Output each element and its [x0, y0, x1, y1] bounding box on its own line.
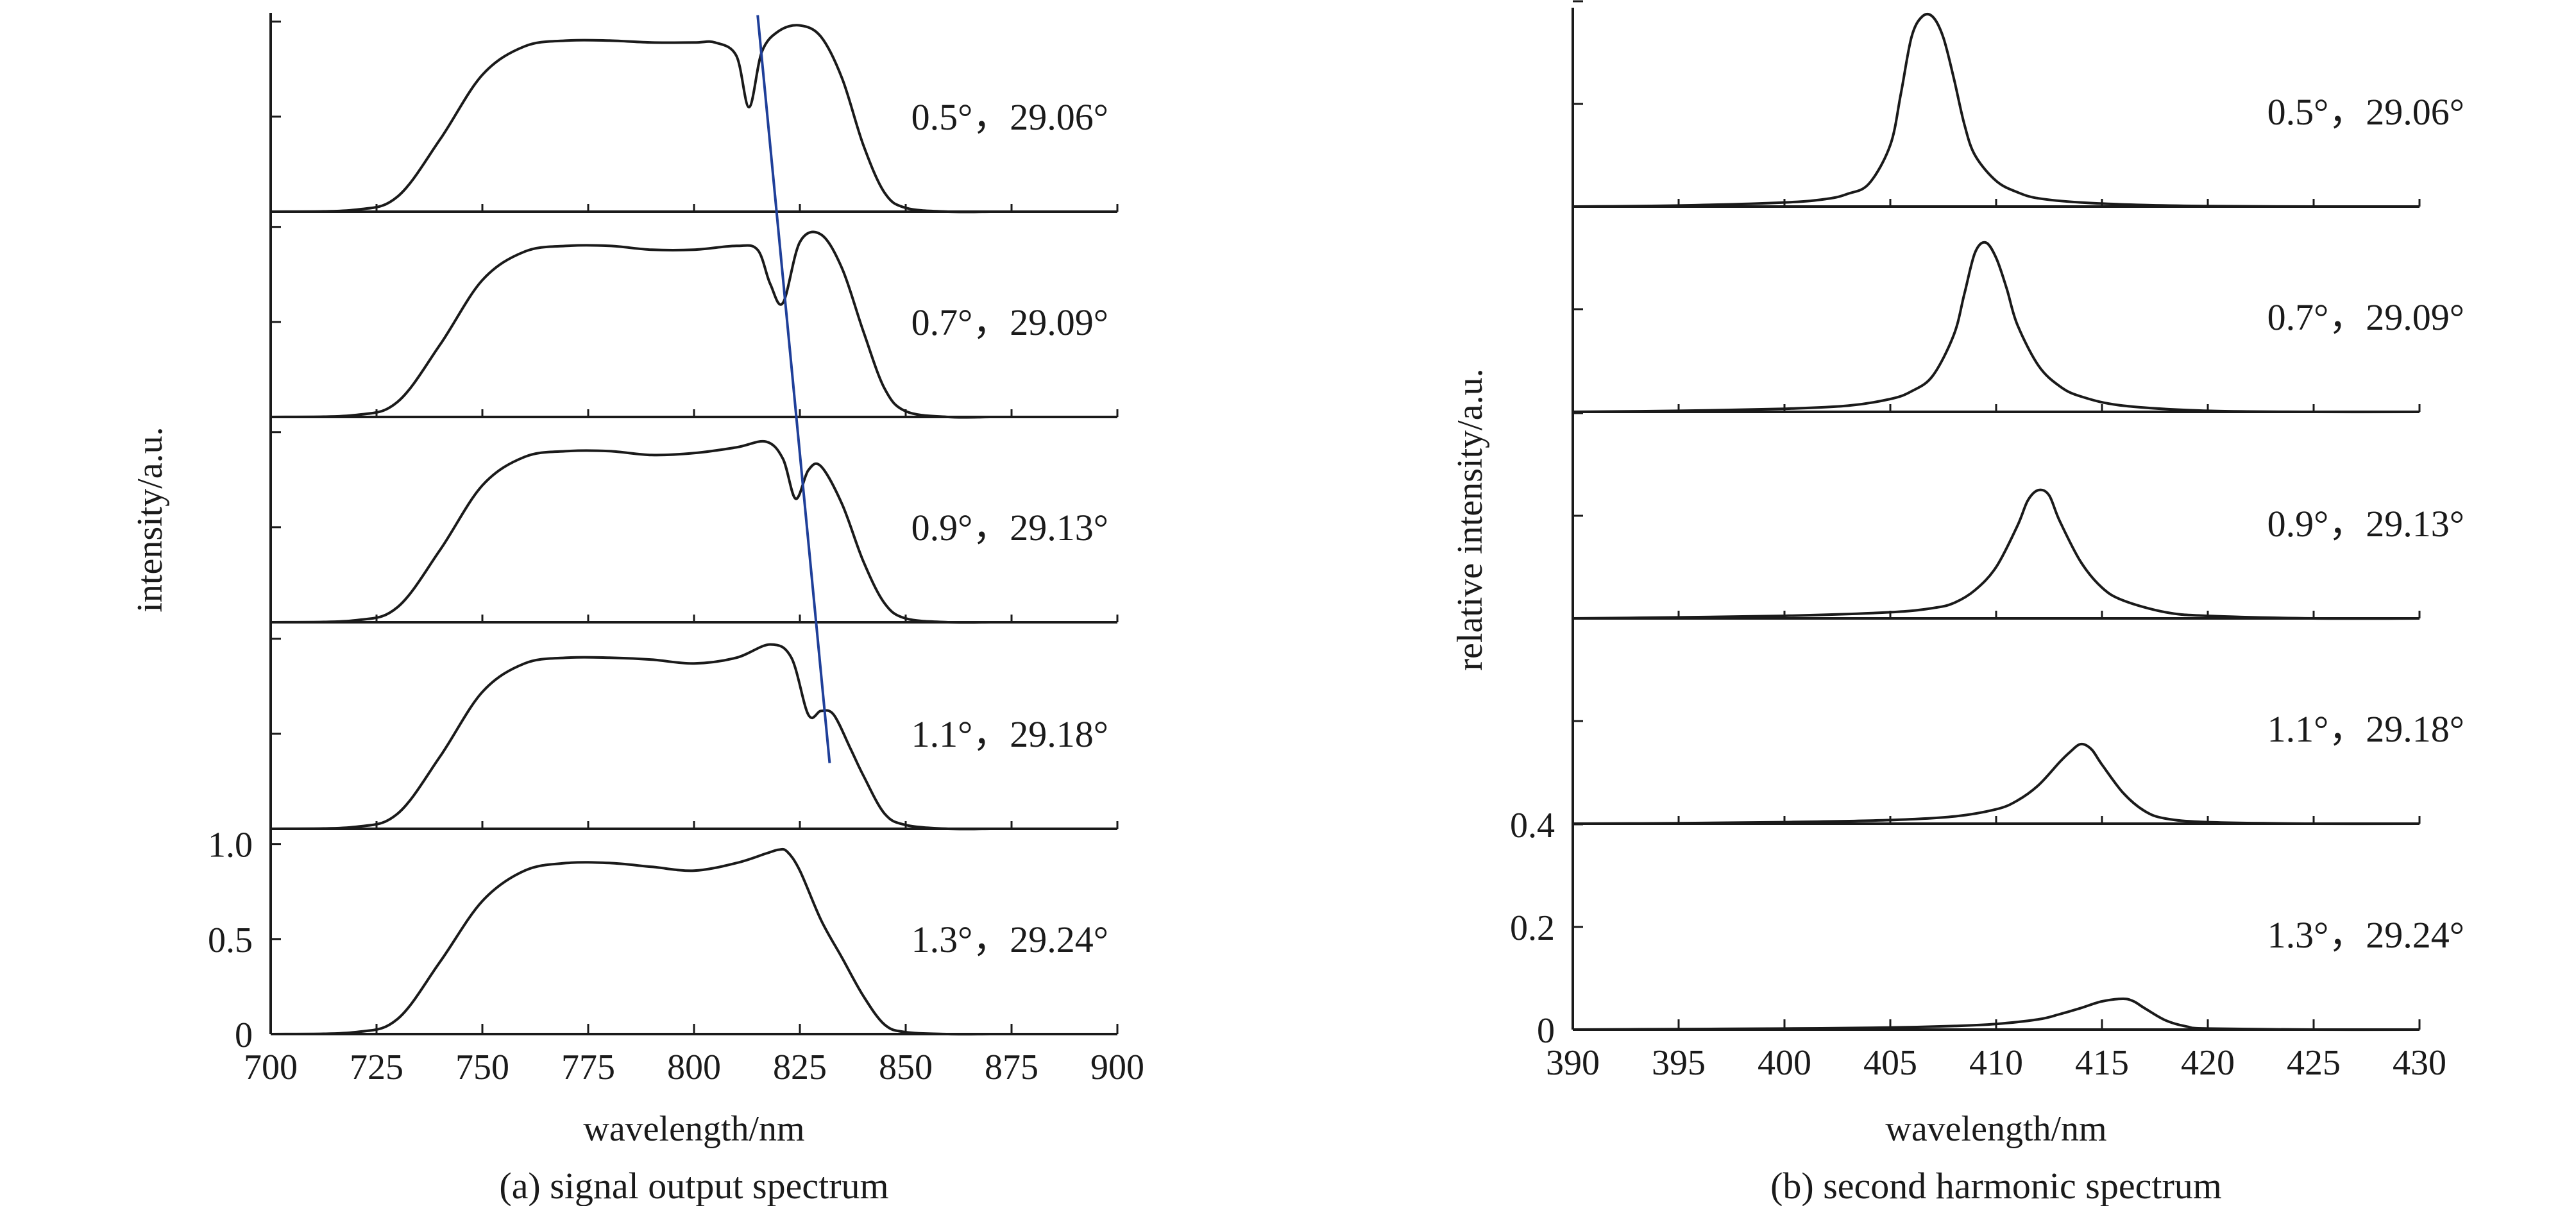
series-curve-1-4 — [1572, 998, 2420, 1032]
series-curve-0-0 — [270, 24, 991, 214]
x-tick-label-0-2: 750 — [455, 1048, 509, 1087]
x-tick-label-0-0: 700 — [244, 1048, 298, 1087]
y-tick-label-1-2: 0.4 — [1510, 806, 1555, 845]
curve-label-0-4: 1.3°，29.24° — [911, 919, 1108, 960]
y-axis-title-0: intensity/a.u. — [130, 427, 170, 612]
x-tick-label-0-1: 725 — [350, 1048, 403, 1087]
x-tick-label-1-1: 395 — [1652, 1043, 1706, 1083]
x-tick-label-1-5: 415 — [2075, 1043, 2129, 1083]
series-curve-1-0 — [1572, 13, 2420, 208]
series-curve-1-1 — [1572, 241, 2420, 414]
x-tick-label-1-2: 400 — [1758, 1043, 1811, 1083]
x-tick-label-0-7: 875 — [985, 1048, 1038, 1087]
x-tick-label-1-7: 425 — [2287, 1043, 2341, 1083]
curve-label-0-0: 0.5°，29.06° — [911, 96, 1108, 138]
curve-label-1-3: 1.1°，29.18° — [2267, 708, 2464, 750]
y-tick-label-0-0: 0 — [235, 1015, 253, 1055]
x-tick-label-0-6: 850 — [879, 1048, 933, 1087]
series-curve-1-2 — [1572, 488, 2420, 620]
curve-label-1-1: 0.7°，29.09° — [2267, 296, 2464, 338]
curve-label-0-2: 0.9°，29.13° — [911, 507, 1108, 548]
chart-caption-0: (a) signal output spectrum — [499, 1165, 888, 1206]
series-curve-0-1 — [270, 230, 991, 419]
series-curve-1-3 — [1572, 742, 2420, 826]
y-tick-label-1-0: 0 — [1537, 1011, 1555, 1051]
y-axis-title-1: relative intensity/a.u. — [1450, 368, 1490, 670]
trend-line-0 — [756, 15, 831, 763]
curve-label-0-3: 1.1°，29.18° — [911, 713, 1108, 755]
curve-label-1-2: 0.9°，29.13° — [2267, 503, 2464, 545]
chart-caption-1: (b) second harmonic spectrum — [1770, 1165, 2222, 1206]
x-tick-label-0-4: 800 — [667, 1048, 721, 1087]
x-tick-label-0-5: 825 — [773, 1048, 827, 1087]
y-tick-label-0-2: 1.0 — [208, 826, 253, 865]
x-tick-label-1-6: 420 — [2181, 1043, 2235, 1083]
x-axis-title-0: wavelength/nm — [583, 1109, 804, 1149]
series-curve-0-4 — [270, 847, 991, 1036]
curve-label-1-0: 0.5°，29.06° — [2267, 91, 2464, 133]
y-tick-label-0-1: 0.5 — [208, 921, 253, 960]
x-tick-label-0-8: 900 — [1090, 1048, 1144, 1087]
curve-label-1-4: 1.3°，29.24° — [2267, 914, 2464, 956]
x-axis-title-1: wavelength/nm — [1885, 1109, 2106, 1149]
series-curve-0-3 — [270, 643, 991, 831]
x-tick-label-0-3: 775 — [561, 1048, 615, 1087]
x-tick-label-1-8: 430 — [2393, 1043, 2446, 1083]
y-tick-label-1-1: 0.2 — [1510, 908, 1555, 948]
x-tick-label-1-0: 390 — [1546, 1043, 1600, 1083]
x-tick-label-1-3: 405 — [1863, 1043, 1917, 1083]
curve-label-0-1: 0.7°，29.09° — [911, 302, 1108, 343]
series-curve-0-2 — [270, 439, 991, 624]
x-tick-label-1-4: 410 — [1969, 1043, 2023, 1083]
